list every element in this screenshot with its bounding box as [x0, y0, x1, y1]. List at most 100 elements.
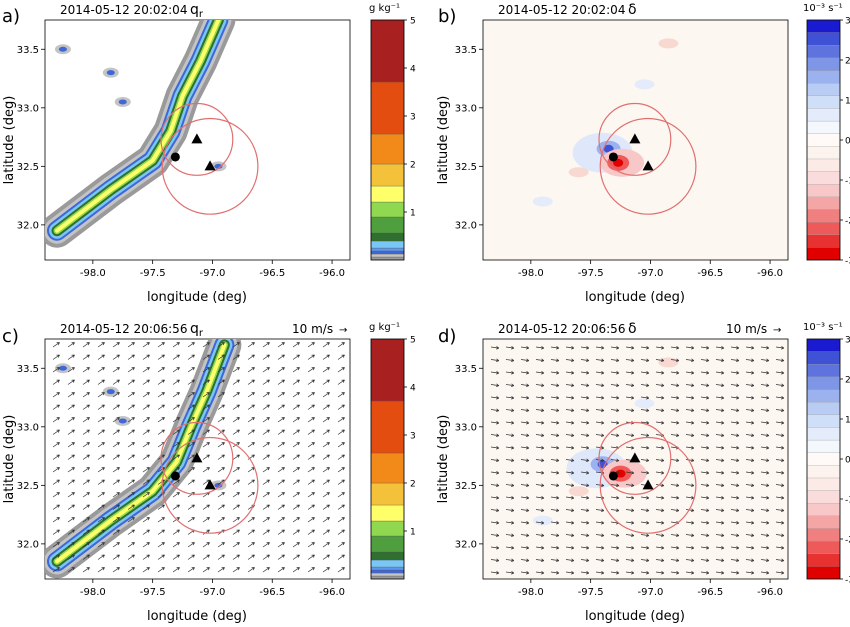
wind-vector: [595, 533, 605, 537]
wind-vector: [97, 354, 105, 360]
wind-vector: [670, 496, 680, 500]
wind-vector: [172, 417, 180, 423]
wind-vector: [172, 479, 180, 485]
wind-vector: [262, 567, 270, 573]
wind-vector: [670, 483, 680, 487]
markers: [608, 452, 654, 490]
wind-vector: [550, 496, 560, 500]
wind-vector: [202, 554, 210, 560]
wind-vector: [307, 479, 315, 485]
wind-vector: [82, 404, 90, 410]
wind-vector: [67, 517, 75, 523]
wind-vector: [745, 571, 755, 575]
panel-label: a): [2, 6, 20, 27]
wind-vector: [202, 367, 210, 373]
wind-vector: [595, 458, 605, 462]
wind-vector: [142, 479, 150, 485]
wind-vector: [187, 404, 195, 410]
wind-vector: [775, 471, 785, 475]
field-name: δ: [628, 2, 637, 18]
wind-vector: [82, 417, 90, 423]
wind-vector: [730, 358, 740, 362]
wind-vector: [505, 433, 515, 437]
wind-vector: [685, 446, 695, 450]
wind-vector: [640, 446, 650, 450]
wind-vector: [172, 404, 180, 410]
wind-vector: [277, 367, 285, 373]
wind-vector: [142, 429, 150, 435]
panel-label: b): [438, 6, 456, 27]
wind-vector: [82, 379, 90, 385]
wind-vector: [730, 558, 740, 562]
wind-vector: [337, 379, 345, 385]
wind-vector: [640, 458, 650, 462]
wind-vector: [535, 546, 545, 550]
wind-vector: [745, 533, 755, 537]
wind-vector: [202, 404, 210, 410]
wind-vector: [505, 371, 515, 375]
wind-vector: [202, 454, 210, 460]
colorbar-segment: [806, 146, 841, 160]
radar-range-ring: [160, 102, 234, 176]
y-tick-label: 33.0: [17, 422, 39, 433]
wind-vector: [550, 346, 560, 350]
wind-vector: [505, 408, 515, 412]
wind-vector: [157, 392, 165, 398]
wind-vector: [67, 492, 75, 498]
wind-vector: [292, 392, 300, 398]
wind-vector: [202, 379, 210, 385]
wind-vector: [625, 396, 635, 400]
colorbar-segment: [370, 452, 405, 484]
wind-vector: [655, 383, 665, 387]
wind-vector: [490, 421, 500, 425]
wind-vector: [775, 508, 785, 512]
wind-vector: [745, 496, 755, 500]
wind-vector: [112, 517, 120, 523]
wind-vector: [127, 529, 135, 535]
x-tick-label: -96.5: [697, 268, 723, 279]
wind-vector: [655, 346, 665, 350]
wind-vector: [247, 529, 255, 535]
wind-vector: [535, 458, 545, 462]
colorbar-qr: 1 2 3 4 5: [370, 17, 416, 261]
panel-label: c): [2, 326, 19, 347]
wind-vector: [760, 558, 770, 562]
wind-vector: [670, 558, 680, 562]
x-tick-label: -97.5: [578, 268, 604, 279]
wind-vector: [322, 492, 330, 498]
y-tick-label: 32.5: [17, 481, 39, 492]
wind-vector: [670, 458, 680, 462]
wind-vector: [700, 496, 710, 500]
wind-vector: [247, 442, 255, 448]
wind-vector: [775, 483, 785, 487]
wind-vector: [520, 433, 530, 437]
wind-vector: [322, 454, 330, 460]
wind-vector: [745, 558, 755, 562]
wind-vector: [277, 479, 285, 485]
wind-vector: [775, 371, 785, 375]
wind-vector: [520, 421, 530, 425]
wind-vector: [535, 371, 545, 375]
wind-vector: [202, 467, 210, 473]
wind-vector: [505, 471, 515, 475]
wind-vector: [490, 396, 500, 400]
wind-vector: [277, 504, 285, 510]
wind-vector: [247, 342, 255, 348]
wind-vector: [535, 396, 545, 400]
wind-vector: [655, 408, 665, 412]
wind-vector: [730, 408, 740, 412]
wind-vector: [610, 571, 620, 575]
wind-vector: [700, 446, 710, 450]
y-axis-label: latitude (deg): [2, 415, 17, 504]
range-rings: [160, 421, 259, 534]
wind-vector: [232, 504, 240, 510]
radar-triangle-marker: [642, 479, 654, 490]
radar-range-ring: [160, 421, 234, 495]
wind-vector: [775, 358, 785, 362]
site-circle-marker: [170, 152, 180, 162]
wind-vector: [202, 392, 210, 398]
markers: [170, 452, 216, 490]
wind-vector: [247, 492, 255, 498]
wind-vector: [610, 358, 620, 362]
wind-vector: [322, 342, 330, 348]
